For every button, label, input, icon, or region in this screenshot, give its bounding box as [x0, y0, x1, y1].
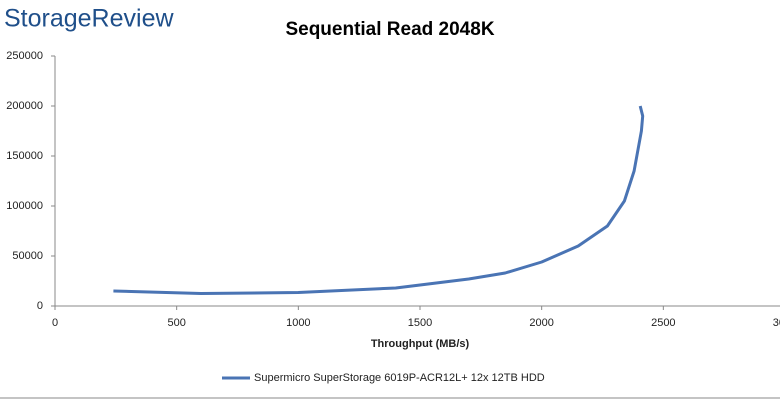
x-tick-label: 2000 [529, 317, 553, 329]
x-tick-label: 2500 [651, 317, 675, 329]
x-tick-label: 1500 [408, 317, 432, 329]
x-tick-label: 3000 [773, 317, 780, 329]
y-tick-label: 250000 [6, 50, 43, 62]
data-line [113, 105, 645, 295]
x-axis-label: Throughput (MB/s) [371, 338, 470, 350]
x-tick-label: 1000 [286, 317, 310, 329]
brand-logo: StorageReview [4, 5, 174, 33]
y-tick-label: 200000 [6, 100, 43, 112]
x-tick-label: 0 [52, 317, 58, 329]
y-tick-label: 100000 [6, 200, 43, 212]
legend-label: Supermicro SuperStorage 6019P-ACR12L+ 12… [254, 372, 545, 384]
chart-title: Sequential Read 2048K [285, 19, 494, 40]
y-tick-label: 150000 [6, 150, 43, 162]
y-tick-label: 0 [37, 300, 43, 312]
x-tick-label: 500 [167, 317, 185, 329]
y-tick-label: 50000 [12, 250, 43, 262]
